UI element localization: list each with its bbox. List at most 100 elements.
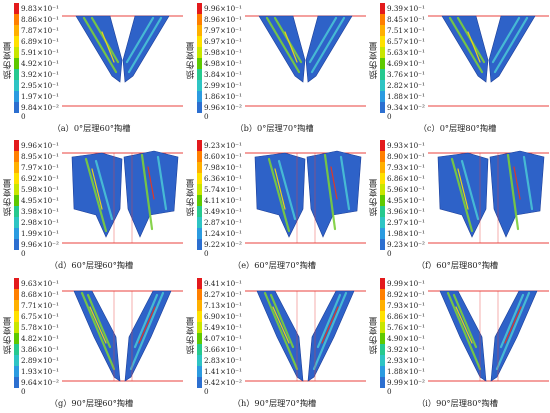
colorbar-tick-label: 3.96×10⁻¹ bbox=[387, 207, 425, 217]
damage-contour-plot bbox=[245, 15, 366, 107]
colorbar-swatch bbox=[380, 217, 385, 229]
colorbar-tick-label: 2.82×10⁻¹ bbox=[387, 81, 425, 91]
damage-streak-3 bbox=[140, 153, 154, 231]
colorbar-title: 损伤变量 bbox=[369, 41, 379, 79]
colorbar-tick-label: 8.90×10⁻¹ bbox=[387, 152, 425, 162]
colorbar: 9.23×10⁻¹ 8.60×10⁻¹ 7.98×10⁻¹ 6.36×10⁻¹ 5.74… bbox=[197, 140, 245, 254]
colorbar-tick-label: 4.95×10⁻¹ bbox=[387, 196, 425, 206]
colorbar-tick-label: 2.83×10⁻¹ bbox=[204, 356, 242, 366]
colorbar-tick-label: 5.91×10⁻¹ bbox=[21, 48, 59, 58]
colorbar-tick-label: 5.78×10⁻¹ bbox=[21, 323, 59, 333]
colorbar-tick-label: 1.93×10⁻¹ bbox=[21, 367, 59, 377]
colorbar-tick: 9.34×10⁻² bbox=[380, 102, 428, 114]
colorbar-tick: 9.63×10⁻¹ bbox=[14, 278, 62, 290]
damage-streak-2 bbox=[94, 159, 114, 221]
colorbar-tick: 1.98×10⁻¹ bbox=[380, 228, 428, 240]
colorbar-zero-label: 0 bbox=[21, 249, 26, 258]
colorbar-swatch bbox=[14, 239, 19, 251]
colorbar-swatch bbox=[14, 58, 19, 70]
panel-caption: （e）60°层理70°掏槽 bbox=[233, 260, 316, 270]
colorbar-tick-label: 9.96×10⁻² bbox=[204, 103, 242, 113]
colorbar: 9.99×10⁻¹ 8.92×10⁻¹ 7.93×10⁻¹ 6.86×10⁻¹ 5.76… bbox=[380, 278, 428, 392]
colorbar-tick-label: 8.68×10⁻¹ bbox=[21, 290, 59, 300]
colorbar-tick: 6.86×10⁻¹ bbox=[380, 173, 428, 185]
damage-contour-plot bbox=[428, 290, 549, 382]
colorbar-tick-label: 7.87×10⁻¹ bbox=[21, 26, 59, 36]
colorbar: 9.93×10⁻¹ 8.90×10⁻¹ 7.93×10⁻¹ 6.86×10⁻¹ 5.96… bbox=[380, 140, 428, 254]
colorbar-swatch bbox=[380, 333, 385, 345]
high-damage-streak-2 bbox=[504, 306, 522, 344]
colorbar-swatch bbox=[14, 25, 19, 37]
damage-streak-1 bbox=[82, 16, 118, 74]
colorbar-swatch bbox=[380, 3, 385, 15]
colorbar-tick-label: 6.75×10⁻¹ bbox=[21, 312, 59, 322]
colorbar-swatch bbox=[14, 80, 19, 92]
colorbar-tick-label: 9.96×10⁻² bbox=[21, 240, 59, 250]
colorbar: 9.96×10⁻¹ 8.96×10⁻¹ 7.97×10⁻¹ 6.97×10⁻¹ 5.98… bbox=[197, 3, 245, 117]
colorbar-swatch bbox=[197, 80, 202, 92]
colorbar-swatch bbox=[380, 58, 385, 70]
colorbar-tick: 2.82×10⁻¹ bbox=[380, 80, 428, 92]
colorbar-tick-label: 9.93×10⁻¹ bbox=[387, 141, 425, 151]
colorbar-tick: 8.90×10⁻¹ bbox=[380, 151, 428, 163]
colorbar-swatch bbox=[14, 151, 19, 163]
colorbar-tick-label: 7.93×10⁻¹ bbox=[387, 163, 425, 173]
colorbar-title: 损伤变量 bbox=[186, 41, 196, 79]
colorbar-tick: 9.23×10⁻² bbox=[380, 239, 428, 251]
high-damage-streak-2 bbox=[138, 306, 156, 344]
colorbar-tick: 1.41×10⁻¹ bbox=[197, 366, 245, 378]
colorbar-tick: 9.99×10⁻¹ bbox=[380, 278, 428, 290]
damage-streak-2 bbox=[460, 159, 480, 221]
colorbar-tick: 5.98×10⁻¹ bbox=[14, 184, 62, 196]
colorbar-tick: 8.92×10⁻¹ bbox=[380, 289, 428, 301]
colorbar-tick-label: 6.90×10⁻¹ bbox=[204, 312, 242, 322]
colorbar-swatch bbox=[197, 322, 202, 334]
colorbar-swatch bbox=[197, 14, 202, 26]
colorbar-swatch bbox=[197, 184, 202, 196]
colorbar-tick: 7.93×10⁻¹ bbox=[380, 300, 428, 312]
damage-streak-2 bbox=[277, 159, 297, 221]
colorbar-tick-label: 6.57×10⁻¹ bbox=[387, 37, 425, 47]
colorbar-tick-label: 5.74×10⁻¹ bbox=[204, 185, 242, 195]
panel-b: 损伤变量 9.96×10⁻¹ 8.96×10⁻¹ 7.97×10⁻¹ 6.97×10⁻¹… bbox=[183, 0, 366, 137]
colorbar-title: 损伤变量 bbox=[186, 316, 196, 354]
high-damage-streak-1 bbox=[89, 306, 107, 344]
colorbar-tick-label: 9.96×10⁻¹ bbox=[204, 4, 242, 14]
colorbar-tick: 8.95×10⁻¹ bbox=[14, 151, 62, 163]
colorbar-tick: 3.92×10⁻¹ bbox=[380, 344, 428, 356]
colorbar-tick: 6.92×10⁻¹ bbox=[14, 173, 62, 185]
colorbar-title: 损伤变量 bbox=[186, 178, 196, 216]
colorbar-tick-label: 7.97×10⁻¹ bbox=[21, 163, 59, 173]
colorbar-swatch bbox=[14, 322, 19, 334]
colorbar-swatch bbox=[14, 311, 19, 323]
colorbar-tick-label: 5.63×10⁻¹ bbox=[387, 48, 425, 58]
colorbar-swatch bbox=[14, 217, 19, 229]
panel-a: 损伤变量 9.83×10⁻¹ 8.86×10⁻¹ 7.87×10⁻¹ 6.89×10⁻¹… bbox=[0, 0, 183, 137]
colorbar-tick-label: 8.45×10⁻¹ bbox=[387, 15, 425, 25]
colorbar-swatch bbox=[197, 377, 202, 389]
colorbar-swatch bbox=[14, 102, 19, 114]
colorbar-tick-label: 7.51×10⁻¹ bbox=[387, 26, 425, 36]
colorbar-swatch bbox=[197, 217, 202, 229]
colorbar-swatch bbox=[14, 36, 19, 48]
colorbar-tick: 4.95×10⁻¹ bbox=[14, 195, 62, 207]
colorbar-tick-label: 4.82×10⁻¹ bbox=[21, 334, 59, 344]
colorbar-swatch bbox=[197, 355, 202, 367]
colorbar-tick-label: 7.97×10⁻¹ bbox=[204, 26, 242, 36]
panel-caption: （c）0°层理80°掏槽 bbox=[418, 123, 497, 133]
colorbar-swatch bbox=[380, 239, 385, 251]
colorbar-tick: 2.95×10⁻¹ bbox=[14, 80, 62, 92]
high-damage-streak-1 bbox=[272, 306, 290, 344]
colorbar-tick-label: 6.86×10⁻¹ bbox=[387, 312, 425, 322]
colorbar-swatch bbox=[14, 206, 19, 218]
colorbar-tick-label: 6.97×10⁻¹ bbox=[204, 37, 242, 47]
colorbar-swatch bbox=[197, 91, 202, 103]
colorbar-tick: 3.84×10⁻¹ bbox=[197, 69, 245, 81]
colorbar-tick-label: 9.99×10⁻¹ bbox=[387, 279, 425, 289]
colorbar-tick-label: 8.92×10⁻¹ bbox=[387, 290, 425, 300]
colorbar-tick-label: 9.34×10⁻² bbox=[387, 103, 425, 113]
colorbar-tick: 7.13×10⁻¹ bbox=[197, 300, 245, 312]
colorbar-tick-label: 5.49×10⁻¹ bbox=[204, 323, 242, 333]
colorbar-tick: 1.24×10⁻¹ bbox=[197, 228, 245, 240]
colorbar-swatch bbox=[14, 14, 19, 26]
